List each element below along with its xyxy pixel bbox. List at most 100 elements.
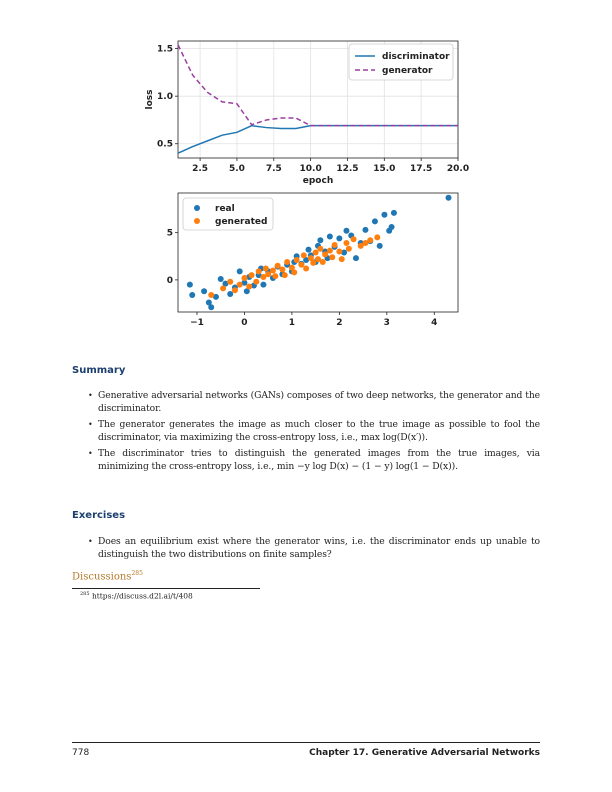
scatter-point-generated <box>303 265 310 272</box>
scatter-point-generated <box>322 251 329 258</box>
y-tick-label: 0 <box>167 276 173 286</box>
page-number: 778 <box>72 748 90 758</box>
scatter-point-generated <box>312 249 319 256</box>
scatter-point-real <box>222 280 229 287</box>
scatter-point-generated <box>274 262 281 269</box>
scatter-point-generated <box>315 256 321 263</box>
x-tick-label: 5.0 <box>229 164 245 174</box>
scatter-point-generated <box>291 269 298 276</box>
exercise-item-text: Does an equilibrium exist where the gene… <box>98 536 540 560</box>
scatter-point-real <box>317 237 324 244</box>
x-axis-label: epoch <box>303 176 333 186</box>
y-tick-label: 1.5 <box>157 45 173 55</box>
y-tick-label: 5 <box>167 229 173 239</box>
discussions-link[interactable]: Discussions285 <box>72 570 143 582</box>
scatter-point-generated <box>357 242 364 249</box>
x-tick-label: 10.0 <box>300 164 322 174</box>
x-tick-label: 2 <box>336 318 342 328</box>
scatter-point-generated <box>317 245 324 252</box>
scatter-point-real <box>260 281 267 288</box>
x-tick-label: 2.5 <box>192 164 208 174</box>
scatter-point-generated <box>265 271 272 278</box>
scatter-point-generated <box>336 248 343 255</box>
scatter-point-generated <box>260 274 267 281</box>
x-tick-label: 15.0 <box>373 164 395 174</box>
scatter-point-real <box>445 194 452 201</box>
scatter-point-real <box>362 226 369 233</box>
loss-chart: 2.5 5.0 7.5 10.0 12.5 15.0 17.5 20.0 0.5 1.0 1.5 ep… <box>145 40 469 186</box>
scatter-point-generated <box>298 261 305 268</box>
legend-label: discriminator <box>382 52 450 62</box>
scatter-point-generated <box>220 285 227 292</box>
scatter-point-real <box>201 288 208 295</box>
figure-svg: 2.5 5.0 7.5 10.0 12.5 15.0 17.5 20.0 0.5 1.0 1.5 ep… <box>145 40 469 328</box>
scatter-point-real <box>341 249 348 256</box>
scatter-point-generated <box>367 237 374 244</box>
scatter-point-generated <box>246 283 253 290</box>
summary-heading: Summary <box>72 365 126 376</box>
scatter-point-real <box>371 218 378 225</box>
footnote: 285 https://discuss.d2l.ai/t/408 <box>80 591 193 601</box>
scatter-point-generated <box>231 287 238 294</box>
scatter-point-generated <box>319 258 326 265</box>
scatter-point-generated <box>262 265 269 272</box>
scatter-point-real <box>212 293 219 300</box>
summary-item-text: The generator generates the image as muc… <box>98 419 540 443</box>
scatter-point-generated <box>272 273 279 280</box>
scatter-point-generated <box>288 264 295 271</box>
exercises-list: • Does an equilibrium exist where the gen… <box>88 536 540 565</box>
legend-label: generated <box>215 217 267 227</box>
plot-frame <box>177 40 459 159</box>
scatter-point-generated <box>284 258 291 265</box>
scatter-point-real <box>326 233 333 240</box>
scatter-point-real <box>208 304 215 311</box>
exercise-item: • Does an equilibrium exist where the gen… <box>88 536 540 560</box>
x-tick-label: 20.0 <box>447 164 469 174</box>
scatter-point-real <box>236 268 243 275</box>
y-tick-label: 0.5 <box>157 140 173 150</box>
scatter-point-generated <box>345 245 352 252</box>
scatter-point-real <box>305 246 312 253</box>
scatter-point-real <box>336 235 343 242</box>
scatter-point-real <box>189 292 196 298</box>
footer-rule <box>72 742 540 743</box>
discussions-label: Discussions <box>72 571 132 583</box>
footnote-url[interactable]: https://discuss.d2l.ai/t/408 <box>91 591 193 601</box>
chapter-title: Chapter 17. Generative Adversarial Netwo… <box>309 748 540 758</box>
summary-item-text: The discriminator tries to distinguish t… <box>98 448 540 472</box>
scatter-point-real <box>205 299 212 306</box>
scatter-point-generated <box>350 236 357 243</box>
legend-box <box>182 197 274 231</box>
scatter-point-generated <box>208 292 215 298</box>
scatter-point-generated <box>307 255 314 262</box>
series-line-discriminator <box>177 124 458 154</box>
scatter-point-generated <box>227 278 234 285</box>
x-tick-label: 12.5 <box>336 164 358 174</box>
x-tick-label: 3 <box>384 318 390 328</box>
scatter-point-generated <box>253 278 260 285</box>
scatter-point-generated <box>248 272 255 279</box>
scatter-point-generated <box>343 240 350 247</box>
scatter-point-generated <box>362 240 369 247</box>
x-tick-label: 1 <box>289 318 295 328</box>
scatter-chart: −1 0 1 2 3 4 0 5 real generated <box>167 192 459 328</box>
scatter-point-real <box>352 255 359 262</box>
scatter-point-real <box>381 211 388 218</box>
legend-label: real <box>215 204 235 214</box>
series-line-generator <box>177 44 458 127</box>
y-tick-label: 1.0 <box>157 92 173 102</box>
scatter-point-generated <box>241 275 248 281</box>
scatter-point-generated <box>279 266 286 273</box>
x-tick-label: 0 <box>241 318 247 328</box>
summary-item-text: Generative adversarial networks (GANs) c… <box>98 390 540 414</box>
x-tick-label: 17.5 <box>410 164 432 174</box>
scatter-point-real <box>186 281 193 288</box>
summary-item: • The generator generates the image as mu… <box>88 419 540 443</box>
x-tick-label: 7.5 <box>266 164 282 174</box>
scatter-point-generated <box>269 267 276 274</box>
scatter-point-generated <box>326 247 333 254</box>
scatter-point-generated <box>331 241 338 248</box>
legend-box <box>348 43 454 81</box>
footnote-rule <box>72 588 260 589</box>
scatter-point-generated <box>338 256 345 263</box>
